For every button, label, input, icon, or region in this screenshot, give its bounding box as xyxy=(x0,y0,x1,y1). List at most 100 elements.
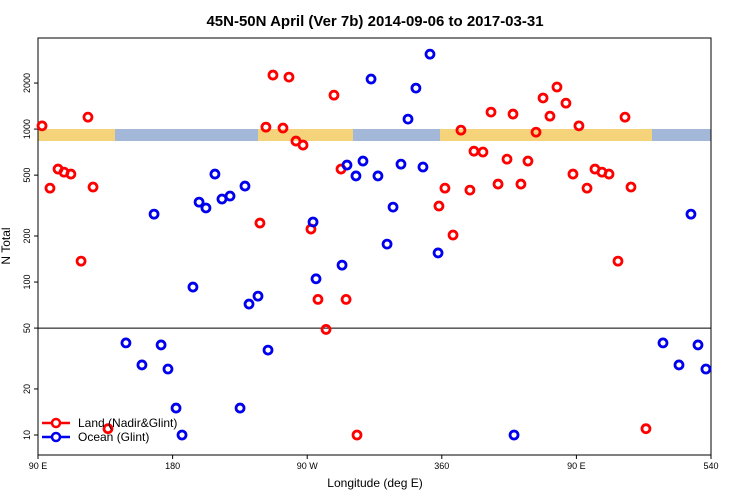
point xyxy=(120,337,132,349)
point xyxy=(82,111,94,123)
legend-marker xyxy=(50,417,62,429)
point xyxy=(492,178,504,190)
map-strip xyxy=(38,129,711,141)
point xyxy=(551,81,563,93)
point xyxy=(224,190,236,202)
y-tick-label: 50 xyxy=(22,323,32,333)
point xyxy=(640,423,652,435)
point xyxy=(657,337,669,349)
point xyxy=(340,294,352,305)
legend-label: Ocean (Glint) xyxy=(78,430,149,444)
x-axis-label: Longitude (deg E) xyxy=(327,476,422,490)
point xyxy=(350,170,362,182)
point xyxy=(477,146,489,158)
point xyxy=(351,429,363,441)
point xyxy=(464,184,476,196)
point xyxy=(447,229,459,241)
point xyxy=(252,290,264,302)
point xyxy=(209,168,221,180)
point xyxy=(277,122,289,134)
point xyxy=(357,155,369,167)
x-tick-label: 90 E xyxy=(567,461,586,471)
point xyxy=(560,97,572,109)
x-tick-label: 180 xyxy=(165,461,180,471)
point xyxy=(200,202,212,214)
x-tick-label: 90 W xyxy=(297,461,319,471)
point xyxy=(365,73,377,85)
point xyxy=(193,196,205,208)
y-tick-label: 100 xyxy=(22,275,32,290)
point xyxy=(507,108,519,120)
point xyxy=(410,82,422,94)
point xyxy=(544,110,556,122)
point xyxy=(162,363,174,375)
point xyxy=(619,111,631,123)
chart-title: 45N-50N April (Ver 7b) 2014-09-06 to 201… xyxy=(206,13,543,30)
legend-marker xyxy=(50,431,62,443)
point xyxy=(625,181,637,193)
point xyxy=(395,158,407,170)
point xyxy=(530,126,542,138)
x-tick-label: 540 xyxy=(703,461,718,471)
point xyxy=(372,170,384,182)
point xyxy=(239,180,251,192)
point xyxy=(501,153,513,165)
x-tick-label: 90 E xyxy=(29,461,48,471)
point xyxy=(336,259,348,271)
point xyxy=(515,178,527,190)
land-strip xyxy=(258,129,353,141)
point xyxy=(537,92,549,104)
point xyxy=(402,113,414,125)
point xyxy=(433,200,445,212)
legend-label: Land (Nadir&Glint) xyxy=(78,416,177,430)
point xyxy=(243,298,255,310)
point xyxy=(44,182,56,194)
point xyxy=(328,89,340,101)
point xyxy=(260,121,272,133)
point xyxy=(65,168,77,180)
point xyxy=(170,402,182,414)
point xyxy=(567,168,579,180)
point xyxy=(455,124,467,136)
point xyxy=(508,429,520,441)
point xyxy=(187,281,199,293)
point xyxy=(612,255,624,267)
point xyxy=(102,423,114,435)
point xyxy=(700,363,712,375)
point xyxy=(320,324,332,335)
point xyxy=(424,48,436,60)
point xyxy=(297,139,309,151)
point xyxy=(432,247,444,259)
point xyxy=(307,216,319,228)
point xyxy=(468,145,480,157)
y-tick-label: 1000 xyxy=(22,119,32,139)
point xyxy=(312,294,324,305)
point xyxy=(381,238,393,250)
y-tick-label: 2000 xyxy=(22,73,32,93)
point xyxy=(254,217,266,229)
land-strip xyxy=(38,129,115,141)
y-tick-label: 20 xyxy=(22,384,32,394)
point xyxy=(155,339,167,351)
point xyxy=(341,159,353,171)
point xyxy=(283,71,295,83)
point xyxy=(485,106,497,118)
point xyxy=(262,344,274,356)
point xyxy=(581,182,593,194)
y-axis-label: N Total xyxy=(0,227,13,264)
x-tick-label: 360 xyxy=(434,461,449,471)
plot-frame xyxy=(37,37,712,456)
point xyxy=(310,273,322,285)
point xyxy=(148,208,160,220)
point xyxy=(673,359,685,371)
y-tick-label: 500 xyxy=(22,168,32,183)
point xyxy=(685,208,697,220)
point xyxy=(234,402,246,414)
point xyxy=(417,161,429,173)
point xyxy=(176,429,188,441)
point xyxy=(87,181,99,193)
point xyxy=(75,255,87,267)
point xyxy=(573,120,585,132)
point xyxy=(692,339,704,351)
